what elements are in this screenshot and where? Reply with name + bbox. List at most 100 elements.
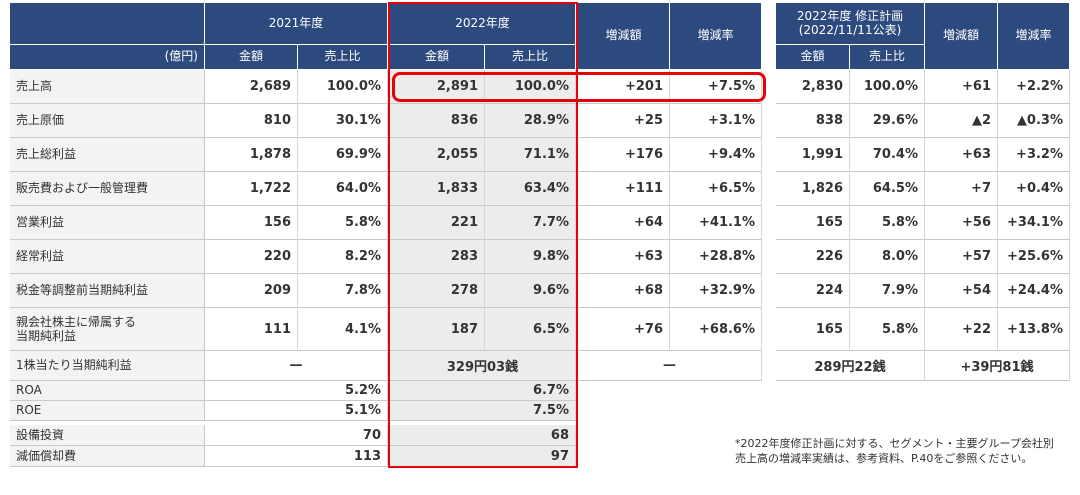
- header-ratio-r21: 売上比: [298, 45, 388, 70]
- cell-a22: 2,055: [390, 138, 485, 172]
- header-amount-a22: 金額: [390, 45, 485, 70]
- cell-r22: 100.0%: [485, 70, 576, 104]
- row-label: 営業利益: [10, 206, 205, 240]
- cell-r22: 71.1%: [485, 138, 576, 172]
- header-revised-plan: 2022年度 修正計画 (2022/11/11公表): [776, 3, 925, 45]
- header-diff-amount: 増減額: [578, 3, 670, 70]
- cell-r21: 8.2%: [298, 240, 388, 274]
- footnote: *2022年度修正計画に対する、セグメント・主要グループ会社別 売上高の増減率実…: [735, 437, 1054, 467]
- cell-pd: +54: [925, 274, 998, 308]
- cell-pr: 5.8%: [850, 308, 925, 351]
- eps-label: 1株当たり当期純利益: [10, 351, 205, 381]
- ratio-2021: 5.2%: [205, 381, 388, 401]
- cell-pr: 29.6%: [850, 104, 925, 138]
- cell-d: +76: [578, 308, 670, 351]
- ratio-2021: 5.1%: [205, 401, 388, 421]
- header-plan-diff-amount: 増減額: [925, 3, 998, 70]
- cell-a22: 283: [390, 240, 485, 274]
- eps-plan-diff: +39円81銭: [925, 351, 1070, 381]
- row-label: 税金等調整前当期純利益: [10, 274, 205, 308]
- cell-dr: +41.1%: [670, 206, 762, 240]
- cell-r21: 69.9%: [298, 138, 388, 172]
- header-ratio-pr: 売上比: [850, 45, 925, 70]
- eps-diff: —: [578, 351, 762, 381]
- cell-r21: 7.8%: [298, 274, 388, 308]
- cell-dr: +9.4%: [670, 138, 762, 172]
- cell-pr: 8.0%: [850, 240, 925, 274]
- header-blank: [10, 3, 205, 45]
- cell-d: +63: [578, 240, 670, 274]
- cell-pd: ▲2: [925, 104, 998, 138]
- cell-a21: 220: [205, 240, 298, 274]
- header-fy2021: 2021年度: [205, 3, 388, 45]
- cell-r22: 9.8%: [485, 240, 576, 274]
- row-label: 売上高: [10, 70, 205, 104]
- cell-pa: 224: [776, 274, 850, 308]
- cell-a21: 111: [205, 308, 298, 351]
- ratio-label: ROE: [10, 401, 205, 421]
- row-label: 親会社株主に帰属する 当期純利益: [10, 308, 205, 351]
- capex-2021: 113: [205, 446, 388, 467]
- header-fy2022: 2022年度: [390, 3, 576, 45]
- header-plan-line1: 2022年度 修正計画: [796, 8, 904, 23]
- header-plan-line2: (2022/11/11公表): [798, 22, 902, 37]
- cell-r21: 30.1%: [298, 104, 388, 138]
- cell-r22: 63.4%: [485, 172, 576, 206]
- cell-dr: +3.1%: [670, 104, 762, 138]
- cell-pdr: +0.4%: [998, 172, 1070, 206]
- cell-r22: 28.9%: [485, 104, 576, 138]
- cell-a22: 278: [390, 274, 485, 308]
- header-ratio-r22: 売上比: [485, 45, 576, 70]
- cell-d: +176: [578, 138, 670, 172]
- cell-d: +68: [578, 274, 670, 308]
- cell-a21: 1,878: [205, 138, 298, 172]
- capex-2021: 70: [205, 425, 388, 446]
- cell-a22: 187: [390, 308, 485, 351]
- cell-pd: +57: [925, 240, 998, 274]
- cell-pd: +63: [925, 138, 998, 172]
- cell-d: +25: [578, 104, 670, 138]
- cell-pa: 1,991: [776, 138, 850, 172]
- header-diff-rate: 増減率: [670, 3, 762, 70]
- cell-pa: 165: [776, 308, 850, 351]
- footnote-line-1: *2022年度修正計画に対する、セグメント・主要グループ会社別: [735, 437, 1054, 450]
- cell-pr: 5.8%: [850, 206, 925, 240]
- eps-plan: 289円22銭: [776, 351, 925, 381]
- cell-pdr: +25.6%: [998, 240, 1070, 274]
- footnote-line-2: 売上高の増減率実績は、参考資料、P.40をご参照ください。: [735, 451, 1033, 465]
- cell-d: +201: [578, 70, 670, 104]
- eps-2022: 329円03銭: [390, 351, 576, 381]
- cell-pdr: +2.2%: [998, 70, 1070, 104]
- cell-a21: 1,722: [205, 172, 298, 206]
- cell-pa: 1,826: [776, 172, 850, 206]
- cell-pd: +56: [925, 206, 998, 240]
- cell-pdr: +24.4%: [998, 274, 1070, 308]
- header-unit: (億円): [10, 45, 205, 70]
- cell-r22: 6.5%: [485, 308, 576, 351]
- cell-a22: 221: [390, 206, 485, 240]
- cell-a22: 1,833: [390, 172, 485, 206]
- cell-pd: +61: [925, 70, 998, 104]
- cell-a21: 156: [205, 206, 298, 240]
- cell-d: +64: [578, 206, 670, 240]
- header-amount-a21: 金額: [205, 45, 298, 70]
- cell-a22: 2,891: [390, 70, 485, 104]
- cell-pd: +7: [925, 172, 998, 206]
- cell-r21: 100.0%: [298, 70, 388, 104]
- capex-label: 減価償却費: [10, 446, 205, 467]
- cell-pa: 226: [776, 240, 850, 274]
- cell-pdr: +3.2%: [998, 138, 1070, 172]
- cell-r21: 4.1%: [298, 308, 388, 351]
- cell-pd: +22: [925, 308, 998, 351]
- cell-a21: 2,689: [205, 70, 298, 104]
- cell-r22: 9.6%: [485, 274, 576, 308]
- cell-dr: +7.5%: [670, 70, 762, 104]
- cell-dr: +6.5%: [670, 172, 762, 206]
- cell-a21: 209: [205, 274, 298, 308]
- cell-pdr: +13.8%: [998, 308, 1070, 351]
- cell-pa: 165: [776, 206, 850, 240]
- header-amount-pa: 金額: [776, 45, 850, 70]
- cell-pr: 100.0%: [850, 70, 925, 104]
- capex-2022: 97: [390, 446, 576, 467]
- cell-r22: 7.7%: [485, 206, 576, 240]
